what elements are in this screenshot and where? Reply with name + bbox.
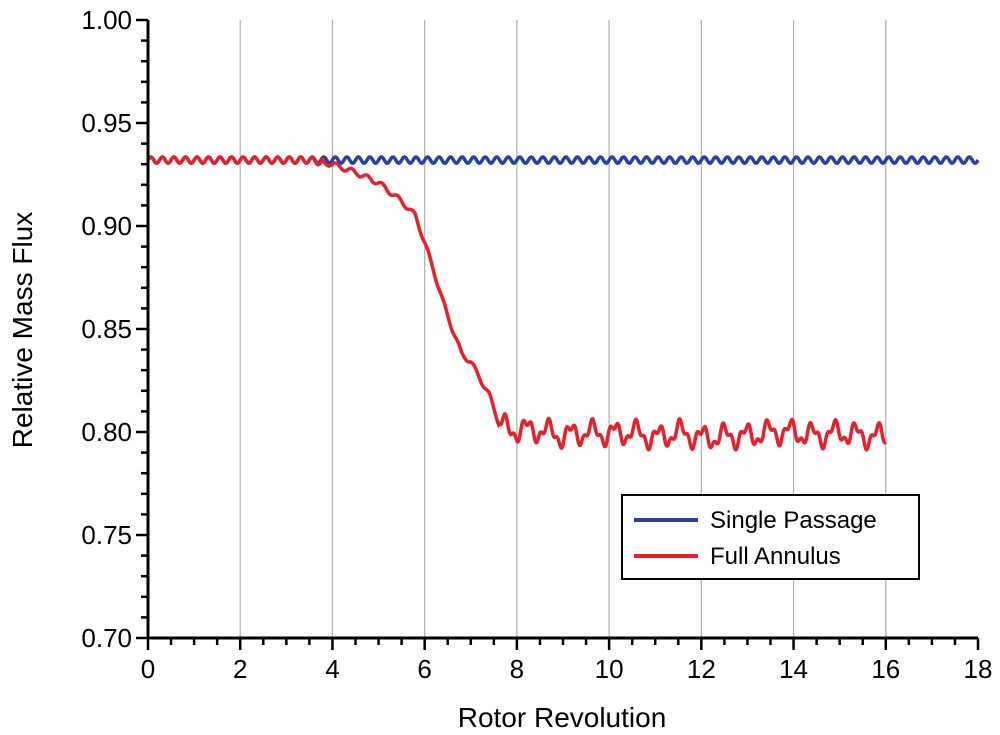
x-tick-label: 0 [141,654,155,684]
legend: Single Passage Full Annulus [621,494,920,580]
y-tick-label: 0.85 [81,314,132,344]
y-tick-label: 0.80 [81,417,132,447]
x-tick-label: 12 [687,654,716,684]
y-tick-label: 0.75 [81,520,132,550]
y-tick-label: 1.00 [81,5,132,35]
x-tick-label: 16 [871,654,900,684]
legend-label-full-annulus: Full Annulus [710,543,841,570]
y-axis-label: Relative Mass Flux [7,212,38,449]
x-tick-label: 4 [325,654,339,684]
x-tick-label: 6 [417,654,431,684]
x-tick-label: 18 [964,654,993,684]
y-tick-label: 0.95 [81,108,132,138]
series-line-full-annulus [146,155,887,452]
series-lines [146,155,980,452]
x-tick-label: 14 [779,654,808,684]
legend-label-single-passage: Single Passage [710,507,877,534]
tick-labels: 0 2 4 6 8 10 12 14 16 18 0.70 0.75 0.80 0.85 0.90 0.95 1… [81,5,992,684]
x-tick-label: 2 [233,654,247,684]
x-tick-label: 10 [595,654,624,684]
legend-box [621,494,920,580]
y-tick-label: 0.70 [81,623,132,653]
x-axis-label: Rotor Revolution [458,702,667,733]
x-tick-label: 8 [510,654,524,684]
tick-marks [136,18,980,650]
y-tick-label: 0.90 [81,211,132,241]
grid-lines [239,20,887,638]
